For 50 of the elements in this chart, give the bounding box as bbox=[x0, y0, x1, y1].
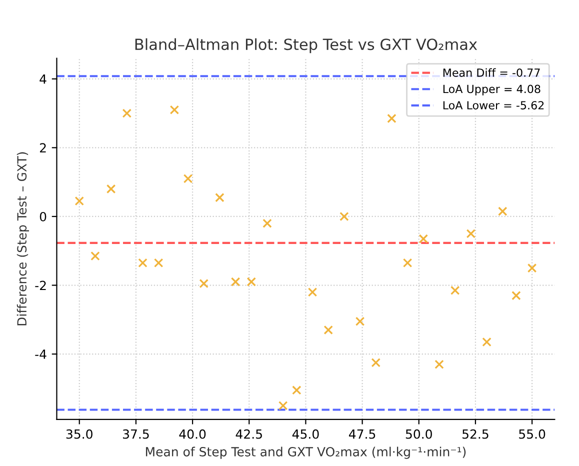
x-tick-label: 40.0 bbox=[179, 429, 206, 439]
x-tick-label: 52.5 bbox=[462, 429, 488, 439]
point bbox=[387, 114, 396, 124]
y-tick-label: -2 bbox=[35, 280, 46, 290]
point bbox=[434, 360, 444, 370]
point bbox=[482, 337, 492, 347]
y-tick-label: 2 bbox=[40, 143, 46, 152]
x-tick-label: 42.5 bbox=[236, 429, 262, 439]
point bbox=[340, 212, 349, 222]
point bbox=[418, 234, 428, 244]
point bbox=[262, 218, 272, 228]
point bbox=[199, 278, 208, 288]
point bbox=[450, 286, 460, 296]
point bbox=[183, 174, 193, 184]
x-tick-label: 55.0 bbox=[519, 429, 546, 439]
x-tick-label: 37.5 bbox=[122, 429, 149, 439]
point bbox=[466, 229, 476, 238]
point bbox=[292, 386, 302, 395]
point bbox=[278, 401, 288, 410]
point bbox=[74, 196, 84, 206]
point bbox=[246, 277, 256, 286]
point bbox=[138, 258, 148, 268]
point bbox=[154, 258, 164, 268]
point bbox=[170, 105, 180, 114]
point bbox=[527, 263, 537, 273]
point bbox=[324, 325, 333, 335]
point bbox=[498, 206, 508, 216]
x-tick-label: 47.5 bbox=[348, 430, 376, 439]
point bbox=[308, 288, 318, 297]
y-tick-label: 4 bbox=[40, 74, 46, 84]
x-axis-title: Mean of Step Test and GXT VO₂max (ml·kg⁻¹·min⁻¹) bbox=[146, 446, 466, 459]
point bbox=[512, 290, 521, 300]
point bbox=[230, 277, 240, 286]
chart-title: Bland–Altman Plot: Step Test vs GXT VO₂max bbox=[135, 38, 478, 54]
x-tick-label: 45.0 bbox=[292, 429, 319, 439]
x-tick-label: 50.0 bbox=[406, 429, 432, 439]
x-tick-label: 35.0 bbox=[66, 429, 92, 439]
y-axis-title: Difference (Step Test – GXT) bbox=[16, 152, 29, 326]
point bbox=[106, 184, 116, 194]
y-tick-label: 0 bbox=[40, 212, 46, 222]
point bbox=[371, 358, 381, 368]
legend-label: Mean Diff = -0.77 bbox=[443, 68, 540, 77]
point bbox=[355, 316, 365, 326]
legend-label: LoA Lower = -5.62 bbox=[443, 101, 544, 110]
point bbox=[215, 192, 224, 202]
point bbox=[402, 258, 412, 268]
y-tick-label: -4 bbox=[35, 350, 46, 359]
point bbox=[122, 108, 132, 118]
point bbox=[90, 251, 100, 261]
legend-label: LoA Upper = 4.08 bbox=[443, 84, 540, 96]
